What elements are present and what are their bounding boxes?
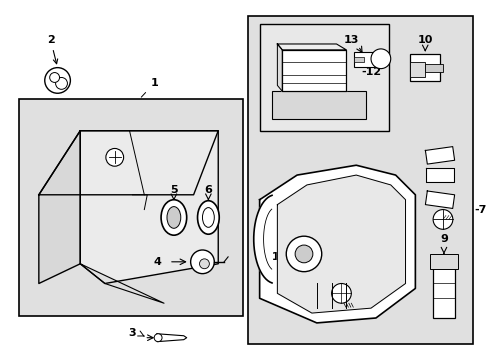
Polygon shape (259, 165, 414, 323)
Bar (425, 64, 442, 72)
Bar (19, 99, 243, 316)
Bar (409, 62, 425, 77)
Polygon shape (39, 131, 218, 195)
Bar (429, 254, 457, 269)
Text: -12: -12 (361, 67, 381, 77)
Circle shape (199, 259, 209, 269)
Circle shape (370, 49, 390, 69)
Bar (272, 91, 366, 119)
Circle shape (56, 77, 67, 89)
Text: 13: 13 (343, 35, 358, 45)
Circle shape (190, 250, 214, 274)
Circle shape (50, 73, 60, 82)
Circle shape (295, 245, 312, 263)
Text: 5: 5 (170, 185, 177, 195)
Ellipse shape (166, 207, 181, 228)
Text: 2: 2 (47, 35, 58, 64)
Text: 3: 3 (128, 328, 136, 338)
Circle shape (45, 68, 70, 93)
Polygon shape (277, 175, 405, 313)
Ellipse shape (161, 200, 186, 235)
Polygon shape (80, 131, 218, 283)
Circle shape (331, 283, 350, 303)
Circle shape (106, 148, 123, 166)
Bar (409, 54, 439, 81)
Ellipse shape (202, 208, 214, 227)
Polygon shape (277, 44, 346, 50)
Circle shape (154, 334, 162, 342)
Polygon shape (157, 334, 186, 342)
Polygon shape (80, 264, 163, 303)
Text: 9: 9 (439, 234, 447, 244)
Polygon shape (426, 168, 453, 182)
Circle shape (285, 236, 321, 272)
Text: 1: 1 (141, 78, 158, 97)
Bar (353, 52, 375, 67)
Polygon shape (425, 191, 454, 208)
Bar (353, 57, 364, 62)
Bar (247, 16, 471, 344)
Polygon shape (425, 147, 454, 164)
Text: 4: 4 (153, 257, 161, 267)
Polygon shape (39, 131, 80, 283)
Ellipse shape (197, 201, 219, 234)
Polygon shape (253, 195, 271, 283)
Circle shape (432, 210, 452, 229)
Polygon shape (277, 44, 282, 91)
Text: -7: -7 (473, 204, 486, 215)
Text: 11: 11 (264, 252, 280, 262)
Text: 6: 6 (204, 185, 212, 195)
Text: 10: 10 (417, 35, 432, 45)
Bar (259, 24, 388, 131)
Polygon shape (282, 50, 346, 91)
Text: 8: 8 (308, 288, 316, 298)
Bar (432, 259, 454, 318)
